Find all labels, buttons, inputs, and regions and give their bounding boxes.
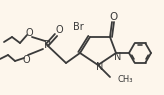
- Text: N: N: [96, 62, 104, 72]
- Text: O: O: [25, 28, 33, 38]
- Text: Br: Br: [73, 22, 83, 32]
- Text: P: P: [44, 40, 50, 50]
- Text: CH₃: CH₃: [117, 76, 133, 84]
- Text: O: O: [55, 25, 63, 35]
- Text: N: N: [114, 52, 122, 62]
- Text: O: O: [22, 55, 30, 65]
- Text: O: O: [109, 12, 117, 22]
